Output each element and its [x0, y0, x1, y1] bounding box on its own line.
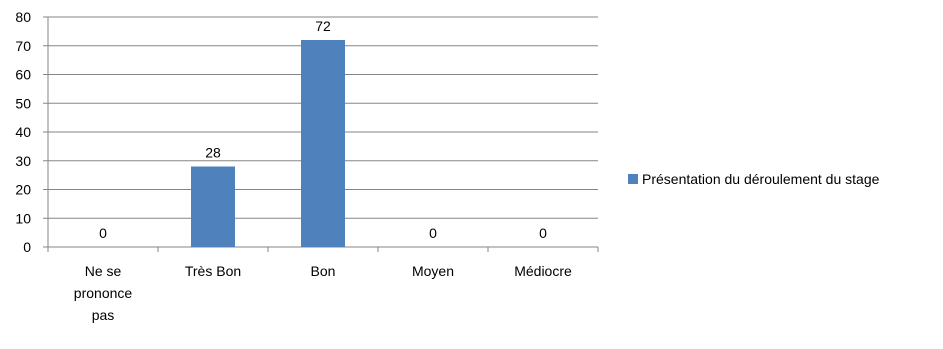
y-tick-label: 10: [15, 210, 31, 226]
bar-3: [301, 40, 345, 247]
labels: 0 10 20 30 40 50 60 70 80 0 Ne se prononce pas 28 Très…: [15, 9, 572, 323]
y-tick-label: 20: [15, 182, 31, 198]
x-tick-label: Moyen: [412, 263, 454, 279]
data-label: 28: [205, 145, 221, 161]
x-tick-label: Médiocre: [514, 263, 572, 279]
y-tick-label: 40: [15, 124, 31, 140]
y-tick-label: 70: [15, 38, 31, 54]
legend: Présentation du déroulement du stage: [628, 171, 879, 187]
legend-label: Présentation du déroulement du stage: [642, 171, 880, 187]
data-label: 72: [315, 18, 331, 34]
x-tick-label: Très Bon: [185, 263, 241, 279]
y-tick-label: 80: [15, 9, 31, 25]
x-tick-label: Bon: [311, 263, 336, 279]
y-tick-label: 60: [15, 67, 31, 83]
data-label: 0: [539, 225, 547, 241]
y-tick-label: 0: [23, 239, 31, 255]
x-tick-label: pas: [92, 307, 115, 323]
y-tick-label: 30: [15, 153, 31, 169]
bars: [191, 40, 345, 247]
y-tick-label: 50: [15, 95, 31, 111]
data-label: 0: [99, 225, 107, 241]
x-tick-label: Ne se: [85, 263, 122, 279]
x-tick-label: prononce: [74, 285, 133, 301]
data-label: 0: [429, 225, 437, 241]
legend-swatch: [628, 174, 638, 184]
bar-2: [191, 166, 235, 247]
